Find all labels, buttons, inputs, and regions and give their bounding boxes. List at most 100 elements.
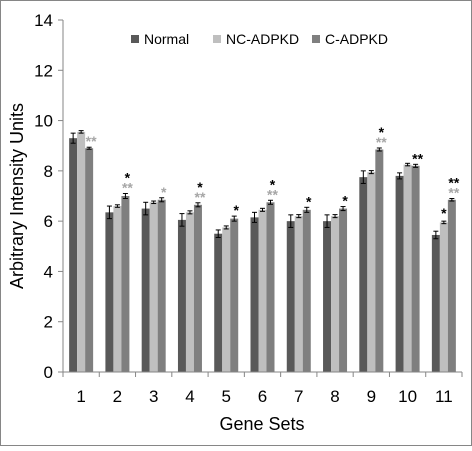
bar-c-adpkd-9	[375, 149, 384, 372]
bar-normal-6	[250, 217, 259, 372]
bar-c-adpkd-7	[302, 209, 311, 372]
x-tick-label: 10	[398, 387, 417, 406]
bar-c-adpkd-3	[157, 199, 166, 372]
bar-normal-11	[431, 234, 440, 372]
bar-nc-adpkd-7	[294, 216, 303, 372]
error-bar	[159, 197, 165, 203]
x-tick-label: 5	[221, 387, 230, 406]
x-tick-label: 4	[185, 387, 194, 406]
bar-c-adpkd-5	[230, 218, 239, 372]
error-bar	[252, 211, 257, 223]
error-bar	[324, 214, 330, 228]
error-bar	[304, 206, 310, 213]
bar-normal-5	[214, 233, 223, 372]
error-bar	[122, 192, 128, 200]
bar-nc-adpkd-9	[367, 172, 376, 372]
error-bar	[433, 230, 439, 240]
bar-normal-9	[359, 177, 368, 372]
bar-normal-3	[141, 208, 150, 372]
legend-item-nc-adpkd: NC-ADPKD	[213, 31, 299, 47]
x-tick-label: 6	[258, 387, 267, 406]
error-bar	[70, 132, 76, 144]
bar-normal-4	[177, 219, 186, 372]
error-bar	[187, 210, 193, 215]
error-bar	[296, 214, 302, 219]
bar-c-adpkd-1	[85, 148, 94, 372]
legend-swatch	[312, 35, 320, 43]
error-bar	[397, 172, 403, 180]
bar-nc-adpkd-6	[258, 209, 267, 372]
x-tick-label: 1	[76, 387, 85, 406]
y-tick-label: 14	[34, 11, 53, 30]
bar-nc-adpkd-10	[403, 164, 412, 372]
x-tick-label: 2	[113, 387, 122, 406]
significance-mark-black: **	[448, 175, 459, 191]
error-bar	[360, 170, 366, 184]
legend-item-c-adpkd: C-ADPKD	[312, 31, 388, 47]
y-tick-label: 12	[34, 61, 53, 80]
bar-normal-1	[69, 138, 78, 372]
significance-mark-black: *	[306, 193, 312, 209]
bar-c-adpkd-6	[266, 202, 275, 372]
significance-mark-grey: *	[161, 184, 167, 200]
error-bar	[288, 214, 294, 228]
significance-mark-grey: **	[122, 179, 133, 195]
error-bar	[195, 202, 201, 208]
bar-nc-adpkd-3	[149, 202, 158, 372]
bar-c-adpkd-4	[193, 204, 202, 372]
error-bar	[413, 163, 419, 168]
bar-nc-adpkd-4	[185, 212, 194, 372]
x-tick-label: 7	[294, 387, 303, 406]
bar-nc-adpkd-11	[439, 222, 448, 372]
error-bar	[179, 213, 185, 227]
error-bar	[449, 198, 455, 202]
bar-normal-7	[286, 221, 295, 372]
x-axis-ticks: 1 2 3 4 5 6 7 8 9 10 11	[62, 372, 463, 406]
y-tick-label: 6	[44, 212, 53, 231]
legend-item-normal: Normal	[131, 31, 189, 47]
y-axis-ticks: 0 2 4 6 8 10 12 14	[34, 11, 63, 382]
y-tick-label: 4	[44, 262, 53, 281]
bar-c-adpkd-8	[339, 208, 348, 372]
legend-label: Normal	[144, 31, 189, 47]
error-bar	[106, 205, 112, 220]
significance-mark-black: *	[342, 193, 348, 209]
error-bar	[231, 215, 237, 222]
significance-mark-grey: **	[195, 189, 206, 205]
legend-label: NC-ADPKD	[226, 31, 299, 47]
y-tick-label: 10	[34, 112, 53, 131]
significance-mark-black: *	[234, 202, 240, 218]
error-bar	[368, 170, 374, 175]
significance-mark-black: *	[197, 179, 203, 195]
bar-normal-2	[105, 212, 114, 372]
y-tick-label: 2	[44, 313, 53, 332]
bar-normal-10	[395, 175, 404, 372]
bar-normal-8	[323, 221, 332, 372]
error-bar	[86, 146, 92, 150]
error-bar	[114, 204, 120, 208]
significance-marks-layer: ****** ******** ***********	[86, 124, 460, 221]
error-bar	[143, 201, 149, 216]
error-bar	[215, 229, 221, 238]
error-bars-layer	[70, 130, 455, 240]
bar-c-adpkd-11	[447, 199, 456, 372]
legend-swatch	[213, 35, 221, 43]
legend: Normal NC-ADPKD C-ADPKD	[131, 31, 388, 47]
error-bar	[223, 225, 229, 230]
significance-mark-grey: **	[86, 133, 97, 149]
x-tick-label: 11	[435, 387, 453, 406]
x-tick-label: 3	[149, 387, 158, 406]
significance-mark-grey: **	[376, 134, 387, 150]
error-bar	[340, 206, 346, 212]
error-bar	[405, 162, 411, 167]
error-bar	[376, 147, 382, 152]
bars-layer	[69, 131, 456, 372]
x-tick-label: 9	[367, 387, 376, 406]
error-bar	[268, 199, 273, 205]
x-axis-title: Gene Sets	[219, 414, 304, 434]
legend-label: C-ADPKD	[325, 31, 388, 47]
significance-mark-nc: *	[441, 205, 447, 221]
bar-c-adpkd-10	[411, 165, 420, 372]
x-tick-label: 8	[330, 387, 339, 406]
